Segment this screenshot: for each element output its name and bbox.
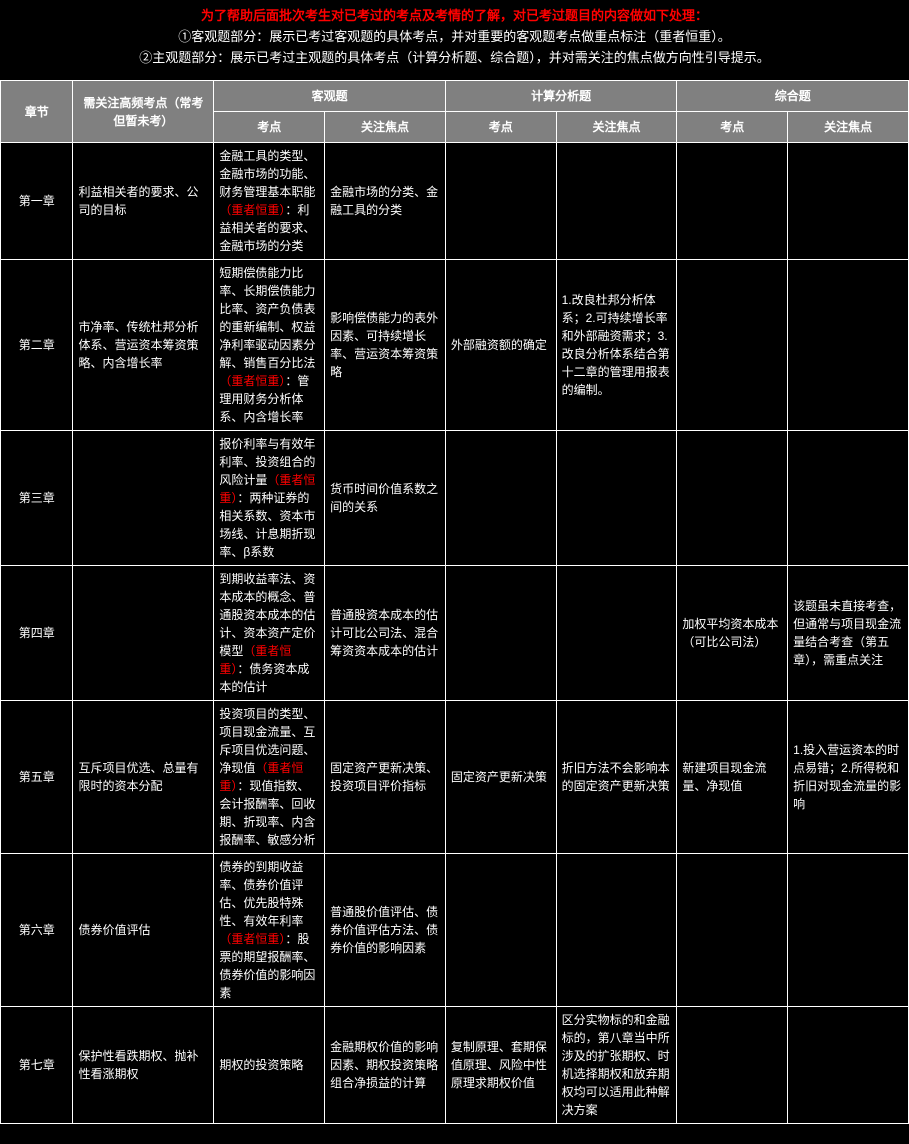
obj-kd-pre: 期权的投资策略 [219,1058,303,1072]
cell-obj-kd: 报价利率与有效年利率、投资组合的风险计量（重者恒重）：两种证券的相关系数、资本市… [214,431,325,566]
table-row: 第五章互斥项目优选、总量有限时的资本分配投资项目的类型、项目现金流量、互斥项目优… [1,701,909,854]
cell-obj-kd: 投资项目的类型、项目现金流量、互斥项目优选问题、净现值（重者恒重）：现值指数、会… [214,701,325,854]
obj-kd-pre: 短期偿债能力比率、长期偿债能力比率、资产负债表的重新编制、权益净利率驱动因素分解… [219,266,315,370]
obj-kd-highlight: （重者恒重） [219,932,285,946]
exam-table: 章节 需关注高频考点（常考但暂未考） 客观题 计算分析题 综合题 考点 关注焦点… [0,80,909,1124]
intro-line-1: 为了帮助后面批次考生对已考过的考点及考情的了解，对已考过题目的内容做如下处理： [30,6,879,27]
cell-obj-focus: 普通股资本成本的估计可比公司法、混合筹资资本成本的估计 [325,566,446,701]
table-row: 第四章 到期收益率法、资本成本的概念、普通股资本成本的估计、资本资产定价模型（重者… [1,566,909,701]
cell-comp-focus [788,431,909,566]
table-row: 第七章保护性看跌期权、抛补性看涨期权期权的投资策略 金融期权价值的影响因素、期权投… [1,1007,909,1124]
cell-calc-focus [556,854,677,1007]
table-body: 第一章利益相关者的要求、公司的目标金融工具的类型、金融市场的功能、财务管理基本职… [1,143,909,1124]
cell-comp-focus [788,1007,909,1124]
obj-kd-pre: 金融工具的类型、金融市场的功能、财务管理基本职能 [219,149,315,199]
th-obj-kd: 考点 [214,112,325,143]
cell-calc-focus: 折旧方法不会影响本的固定资产更新决策 [556,701,677,854]
cell-obj-focus: 货币时间价值系数之间的关系 [325,431,446,566]
table-row: 第三章 报价利率与有效年利率、投资组合的风险计量（重者恒重）：两种证券的相关系数、… [1,431,909,566]
cell-comp-focus [788,854,909,1007]
th-comp-kd: 考点 [677,112,788,143]
cell-calc-kd [445,566,556,701]
th-comp-focus: 关注焦点 [788,112,909,143]
cell-comp-focus: 1.投入营运资本的时点易错；2.所得税和折旧对现金流量的影响 [788,701,909,854]
th-obj-focus: 关注焦点 [325,112,446,143]
cell-chapter: 第六章 [1,854,73,1007]
cell-calc-focus [556,143,677,260]
obj-kd-highlight: （重者恒重） [219,374,285,388]
table-header: 章节 需关注高频考点（常考但暂未考） 客观题 计算分析题 综合题 考点 关注焦点… [1,81,909,143]
th-freq: 需关注高频考点（常考但暂未考） [73,81,214,143]
cell-chapter: 第二章 [1,260,73,431]
cell-freq: 债券价值评估 [73,854,214,1007]
intro-line-3: ②主观题部分：展示已考过主观题的具体考点（计算分析题、综合题），并对需关注的焦点… [30,48,879,69]
cell-obj-focus: 普通股价值评估、债券价值评估方法、债券价值的影响因素 [325,854,446,1007]
cell-comp-kd [677,1007,788,1124]
cell-obj-kd: 债券的到期收益率、债券价值评估、优先股特殊性、有效年利率（重者恒重）：股票的期望… [214,854,325,1007]
intro-block: 为了帮助后面批次考生对已考过的考点及考情的了解，对已考过题目的内容做如下处理： … [0,0,909,80]
cell-chapter: 第三章 [1,431,73,566]
cell-obj-focus: 金融期权价值的影响因素、期权投资策略组合净损益的计算 [325,1007,446,1124]
cell-obj-focus: 固定资产更新决策、投资项目评价指标 [325,701,446,854]
cell-comp-focus [788,143,909,260]
cell-comp-kd: 加权平均资本成本（可比公司法） [677,566,788,701]
cell-calc-kd: 固定资产更新决策 [445,701,556,854]
th-calc-kd: 考点 [445,112,556,143]
cell-chapter: 第一章 [1,143,73,260]
cell-calc-kd [445,431,556,566]
cell-freq [73,566,214,701]
th-calc: 计算分析题 [445,81,677,112]
cell-comp-focus: 该题虽未直接考查，但通常与项目现金流量结合考查（第五章），需重点关注 [788,566,909,701]
cell-obj-kd: 短期偿债能力比率、长期偿债能力比率、资产负债表的重新编制、权益净利率驱动因素分解… [214,260,325,431]
cell-comp-kd [677,431,788,566]
th-comprehensive: 综合题 [677,81,909,112]
cell-chapter: 第四章 [1,566,73,701]
th-objective: 客观题 [214,81,446,112]
cell-calc-kd [445,143,556,260]
cell-chapter: 第七章 [1,1007,73,1124]
th-chapter: 章节 [1,81,73,143]
table-row: 第六章债券价值评估债券的到期收益率、债券价值评估、优先股特殊性、有效年利率 （重者… [1,854,909,1007]
table-row: 第一章利益相关者的要求、公司的目标金融工具的类型、金融市场的功能、财务管理基本职… [1,143,909,260]
cell-comp-kd [677,854,788,1007]
cell-obj-kd: 金融工具的类型、金融市场的功能、财务管理基本职能（重者恒重）：利益相关者的要求、… [214,143,325,260]
cell-calc-focus [556,431,677,566]
cell-comp-kd [677,260,788,431]
cell-calc-kd: 外部融资额的确定 [445,260,556,431]
cell-calc-kd: 复制原理、套期保值原理、风险中性原理求期权价值 [445,1007,556,1124]
cell-freq: 互斥项目优选、总量有限时的资本分配 [73,701,214,854]
cell-obj-focus: 金融市场的分类、金融工具的分类 [325,143,446,260]
exam-points-table-page: 为了帮助后面批次考生对已考过的考点及考情的了解，对已考过题目的内容做如下处理： … [0,0,909,1124]
cell-comp-focus [788,260,909,431]
table-row: 第二章市净率、传统杜邦分析体系、营运资本筹资策略、内含增长率短期偿债能力比率、长… [1,260,909,431]
cell-obj-kd: 到期收益率法、资本成本的概念、普通股资本成本的估计、资本资产定价模型（重者恒重）… [214,566,325,701]
intro-line-2: ①客观题部分：展示已考过客观题的具体考点，并对重要的客观题考点做重点标注（重者恒… [30,27,879,48]
cell-calc-focus: 区分实物标的和金融标的，第八章当中所涉及的扩张期权、时机选择期权和放弃期权均可以… [556,1007,677,1124]
obj-kd-highlight: （重者恒重） [219,203,285,217]
cell-obj-focus: 影响偿债能力的表外因素、可持续增长率、营运资本筹资策略 [325,260,446,431]
cell-calc-focus: 1.改良杜邦分析体系；2.可持续增长率和外部融资需求；3.改良分析体系结合第十二… [556,260,677,431]
cell-comp-kd [677,143,788,260]
obj-kd-pre: 债券的到期收益率、债券价值评估、优先股特殊性、有效年利率 [219,860,303,928]
cell-chapter: 第五章 [1,701,73,854]
cell-comp-kd: 新建项目现金流量、净现值 [677,701,788,854]
th-calc-focus: 关注焦点 [556,112,677,143]
cell-calc-kd [445,854,556,1007]
cell-freq: 市净率、传统杜邦分析体系、营运资本筹资策略、内含增长率 [73,260,214,431]
cell-freq: 保护性看跌期权、抛补性看涨期权 [73,1007,214,1124]
cell-calc-focus [556,566,677,701]
cell-obj-kd: 期权的投资策略 [214,1007,325,1124]
cell-freq: 利益相关者的要求、公司的目标 [73,143,214,260]
cell-freq [73,431,214,566]
